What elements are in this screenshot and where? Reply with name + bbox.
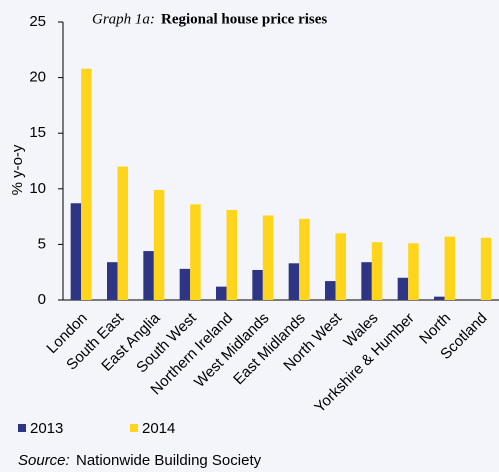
bar — [361, 262, 372, 300]
bar — [252, 269, 263, 300]
bar — [397, 277, 409, 300]
legend-swatch — [18, 424, 26, 432]
y-tick-label: 5 — [38, 235, 46, 252]
bar — [325, 281, 336, 300]
bar — [81, 68, 92, 300]
bar — [444, 236, 455, 300]
legend-label: 2014 — [142, 420, 175, 437]
y-tick-label: 25 — [29, 13, 46, 30]
chart-title: Regional house price rises — [161, 11, 327, 27]
bar — [371, 242, 383, 300]
chart-title-label: Graph 1a: — [92, 11, 155, 27]
source-label: Source: — [18, 452, 70, 469]
bar — [226, 209, 237, 300]
bar — [299, 218, 310, 300]
bar — [262, 215, 274, 300]
bar — [480, 237, 492, 300]
bar — [335, 233, 346, 300]
legend-swatch — [130, 424, 138, 432]
y-tick-label: 10 — [29, 180, 46, 197]
bar — [216, 286, 227, 300]
bar — [70, 203, 82, 300]
bar — [190, 204, 201, 300]
y-tick-label: 0 — [38, 291, 46, 308]
bar — [408, 243, 419, 300]
legend-label: 2013 — [30, 420, 63, 437]
bar — [179, 268, 191, 300]
bar — [434, 296, 445, 300]
y-axis-label: % y-o-y — [9, 144, 26, 195]
bar — [107, 262, 118, 300]
bar — [288, 263, 300, 300]
y-tick-label: 20 — [29, 69, 46, 86]
bar — [153, 189, 165, 300]
bar — [117, 166, 128, 300]
source: Nationwide Building Society — [76, 452, 262, 469]
bar — [143, 251, 154, 300]
y-tick-label: 15 — [29, 124, 46, 141]
